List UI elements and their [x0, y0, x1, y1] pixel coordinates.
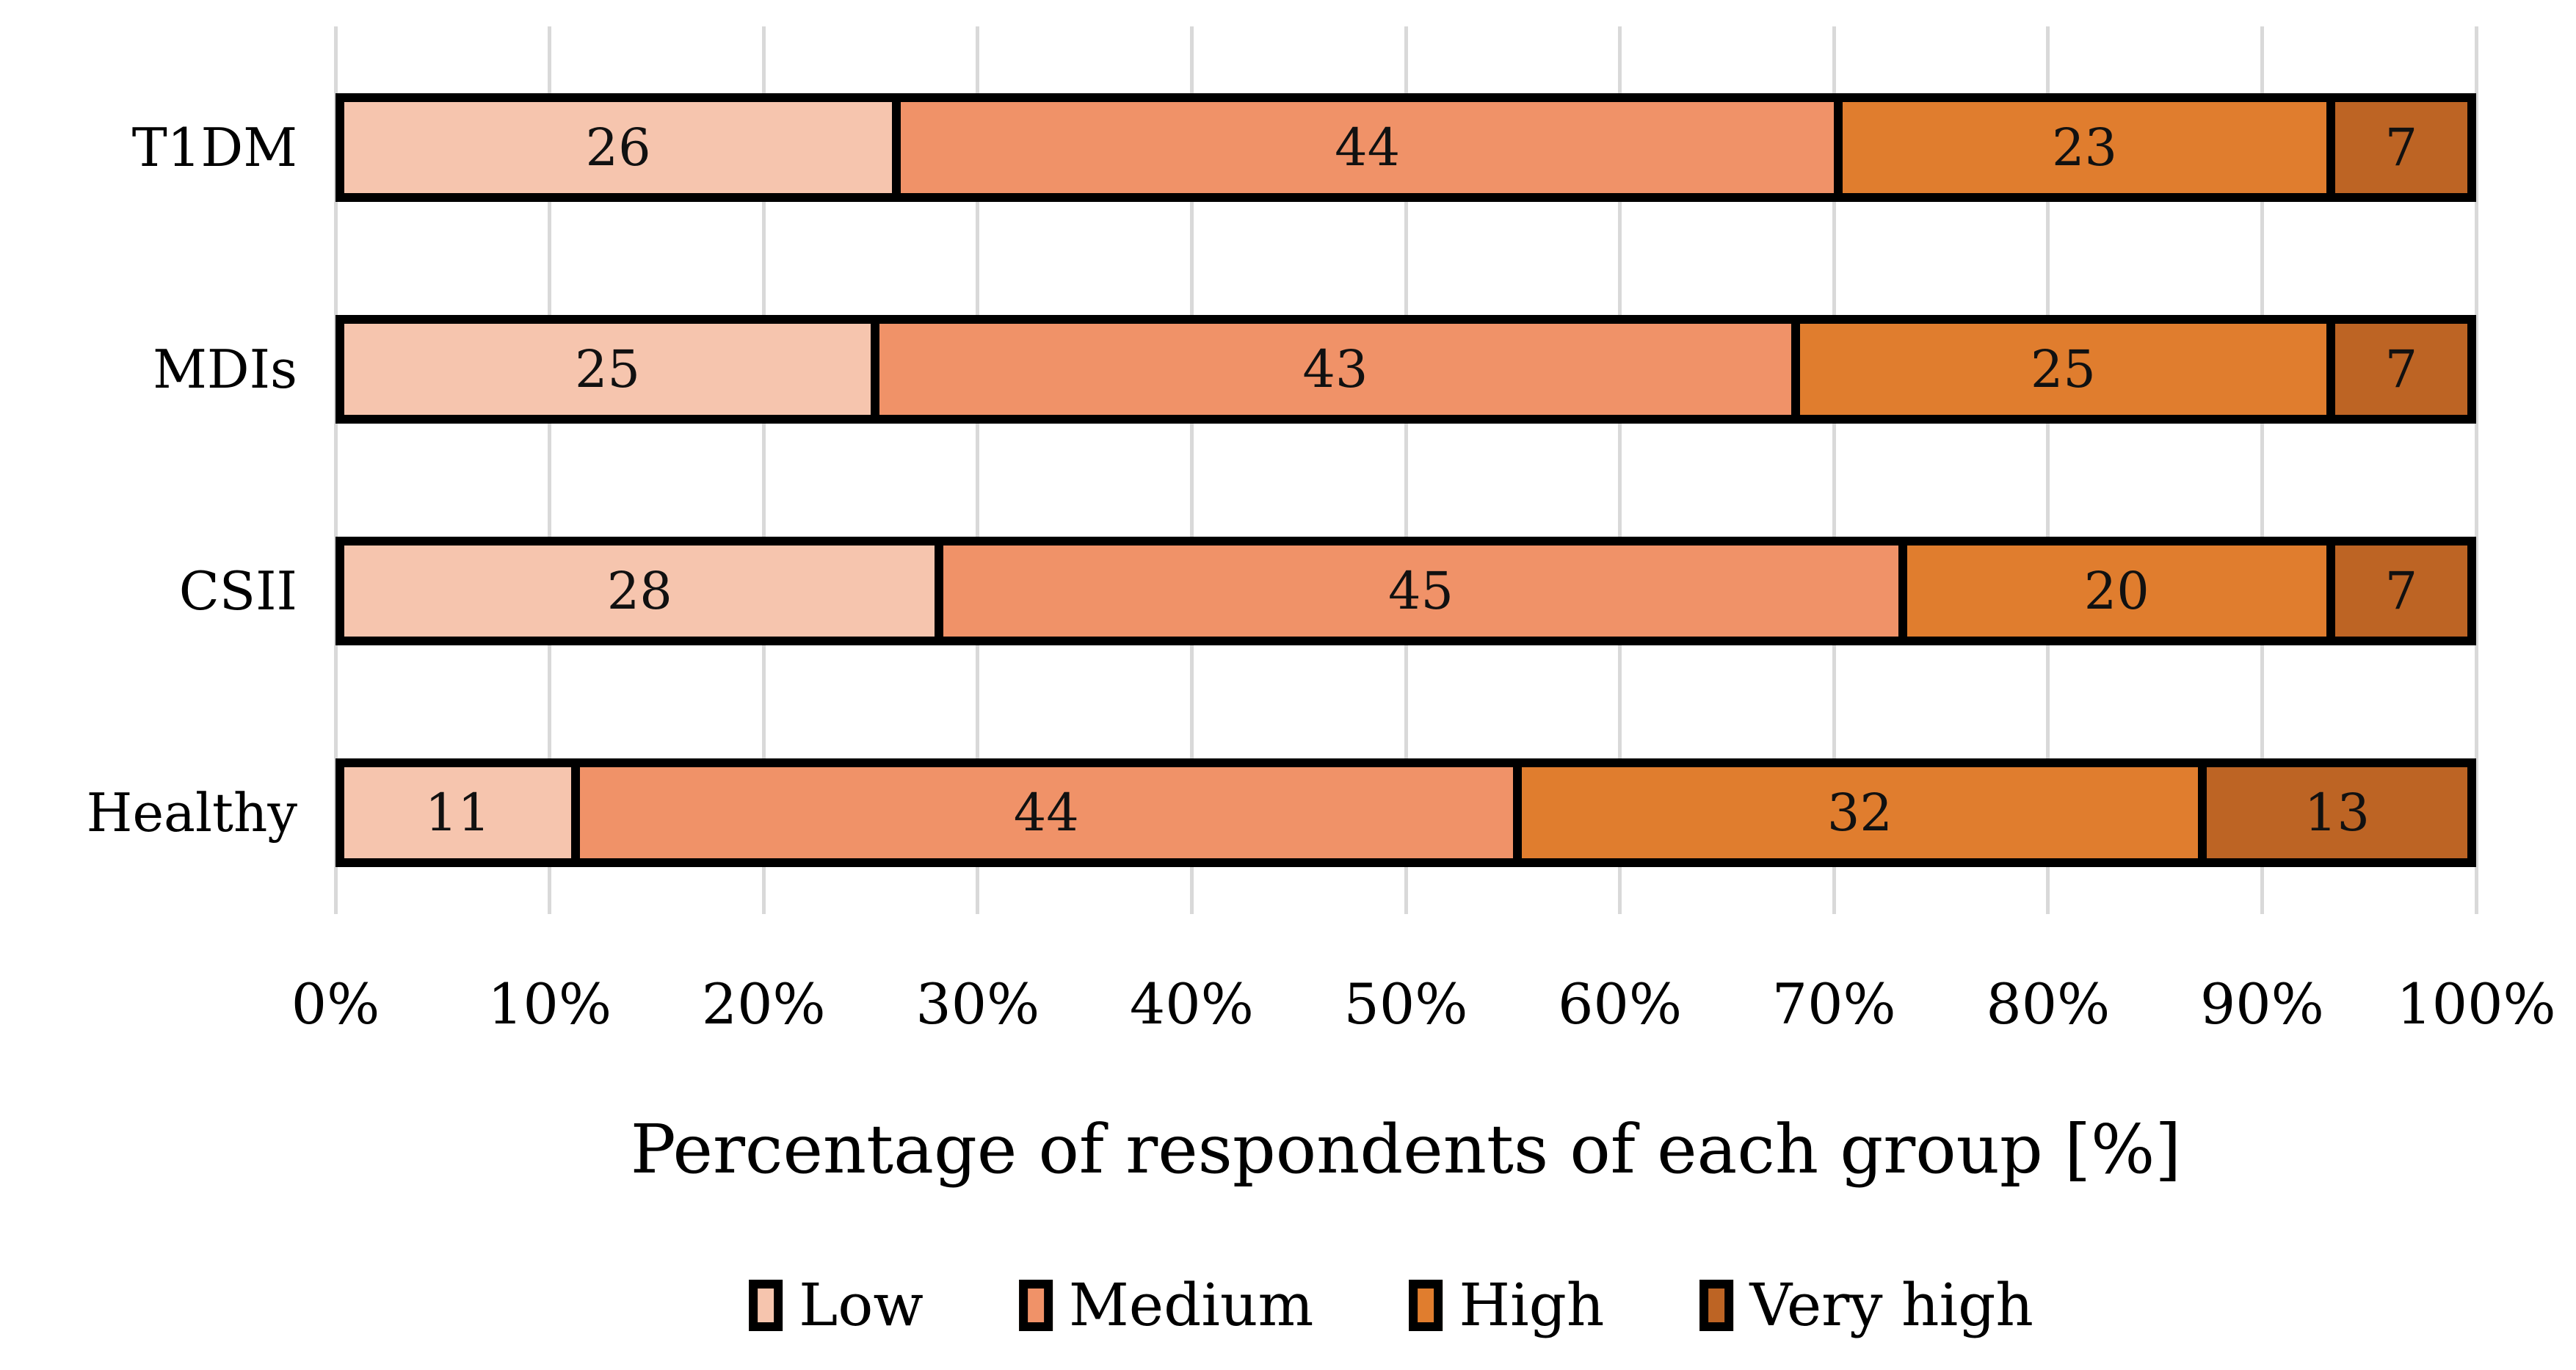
category-label-healthy: Healthy — [86, 782, 297, 844]
gridline — [1404, 26, 1408, 914]
bar-value-label: 7 — [2384, 561, 2418, 621]
x-tick-label: 30% — [915, 971, 1040, 1037]
bar-segment-very-high: 13 — [2197, 758, 2476, 867]
bar-value-label: 45 — [1388, 561, 1454, 621]
gridline — [761, 26, 766, 914]
legend-label: High — [1459, 1271, 1605, 1339]
bar-value-label: 25 — [574, 339, 641, 399]
bar-row-csii: 28 45 20 7 — [335, 537, 2476, 645]
bar-value-label: 13 — [2304, 783, 2370, 843]
legend-item-medium: Medium — [1018, 1271, 1314, 1339]
bar-value-label: 44 — [1013, 783, 1079, 843]
legend-label: Low — [799, 1271, 924, 1339]
bar-value-label: 23 — [2051, 117, 2118, 178]
bar-segment-medium: 43 — [871, 315, 1791, 424]
bar-value-label: 11 — [424, 783, 490, 843]
gridline — [333, 26, 338, 914]
x-tick-label: 60% — [1558, 971, 1683, 1037]
legend-swatch-icon — [1409, 1280, 1443, 1331]
legend-item-very-high: Very high — [1699, 1276, 2033, 1335]
bar-row-t1dm: 26 44 23 7 — [335, 93, 2476, 202]
bar-segment-very-high: 7 — [2326, 93, 2476, 202]
gridline — [1832, 26, 1836, 914]
gridline — [976, 26, 980, 914]
bar-segment-low: 25 — [335, 315, 871, 424]
category-label-t1dm: T1DM — [131, 117, 297, 178]
bar-segment-medium: 44 — [570, 758, 1513, 867]
bar-row-healthy: 11 44 32 13 — [335, 758, 2476, 867]
gridline — [1189, 26, 1194, 914]
bar-value-label: 7 — [2384, 117, 2418, 178]
legend-item-low: Low — [749, 1276, 924, 1335]
bar-value-label: 7 — [2384, 339, 2418, 399]
bar-segment-medium: 45 — [935, 537, 1898, 645]
bar-segment-high: 25 — [1790, 315, 2326, 424]
x-tick-label: 10% — [487, 971, 612, 1037]
chart-legend: Low Medium High Very high — [749, 1276, 2033, 1335]
gridline — [2260, 26, 2264, 914]
gridline — [2474, 26, 2478, 914]
gridline — [2046, 26, 2050, 914]
gridline — [1618, 26, 1622, 914]
legend-swatch-icon — [1699, 1280, 1734, 1331]
bar-value-label: 44 — [1335, 117, 1401, 178]
bar-value-label: 20 — [2083, 561, 2149, 621]
legend-label: Medium — [1068, 1271, 1314, 1339]
bar-segment-very-high: 7 — [2326, 315, 2476, 424]
bar-value-label: 32 — [1826, 783, 1893, 843]
x-tick-label: 0% — [291, 971, 380, 1037]
x-tick-label: 100% — [2396, 971, 2556, 1037]
bar-value-label: 25 — [2030, 339, 2096, 399]
x-tick-label: 40% — [1129, 971, 1254, 1037]
legend-swatch-icon — [1018, 1280, 1053, 1331]
bar-segment-low: 28 — [335, 537, 935, 645]
x-tick-label: 20% — [701, 971, 826, 1037]
bar-segment-high: 23 — [1834, 93, 2326, 202]
category-label-csii: CSII — [178, 560, 297, 622]
x-tick-label: 90% — [2199, 971, 2324, 1037]
x-tick-label: 70% — [1771, 971, 1896, 1037]
bar-segment-high: 20 — [1898, 537, 2326, 645]
bar-value-label: 28 — [606, 561, 672, 621]
bar-segment-high: 32 — [1512, 758, 2198, 867]
x-axis-title: Percentage of respondents of each group … — [630, 1110, 2182, 1189]
bar-segment-medium: 44 — [892, 93, 1835, 202]
legend-swatch-icon — [749, 1280, 783, 1331]
bar-value-label: 43 — [1302, 339, 1368, 399]
bar-row-mdis: 25 43 25 7 — [335, 315, 2476, 424]
x-tick-label: 80% — [1986, 971, 2111, 1037]
category-label-mdis: MDIs — [153, 338, 297, 400]
legend-label: Very high — [1749, 1271, 2033, 1339]
gridline — [548, 26, 552, 914]
legend-item-high: High — [1409, 1276, 1604, 1335]
bar-value-label: 26 — [585, 117, 651, 178]
bar-segment-low: 11 — [335, 758, 571, 867]
bar-segment-very-high: 7 — [2326, 537, 2476, 645]
x-tick-label: 50% — [1343, 971, 1468, 1037]
bar-segment-low: 26 — [335, 93, 893, 202]
